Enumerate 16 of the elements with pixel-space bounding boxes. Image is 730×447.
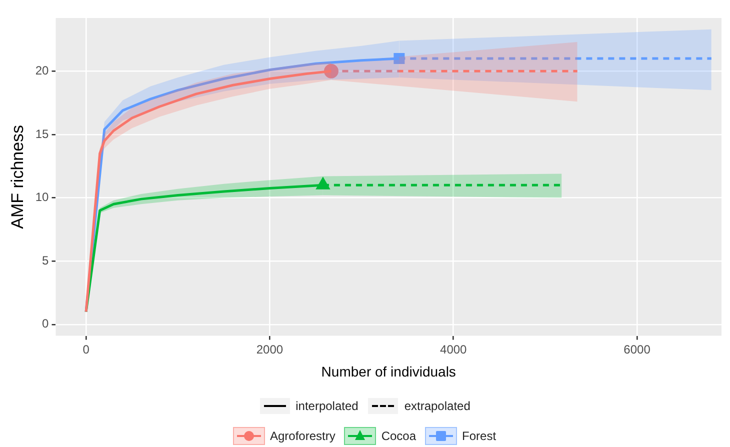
y-tick-label: 5 <box>42 253 50 268</box>
x-tick-label: 6000 <box>624 342 651 356</box>
x-tick-label: 2000 <box>256 342 284 356</box>
legend-label: Forest <box>462 429 496 443</box>
y-tick-label: 20 <box>35 63 50 78</box>
text: interpolated <box>296 399 358 413</box>
y-tick-label: 10 <box>35 190 50 204</box>
y-tick-label: 0 <box>42 316 50 331</box>
text: extrapolated <box>404 399 470 413</box>
x-tick-label: 0 <box>82 342 90 356</box>
y-tick-label: 15 <box>35 126 50 141</box>
legend-label: Cocoa <box>381 429 416 443</box>
x-tick-label: 4000 <box>440 342 468 356</box>
y-axis-title: AMF richness <box>8 124 27 229</box>
x-axis-title: Number of individuals <box>321 363 456 380</box>
legend-label: Agroforestry <box>270 429 336 443</box>
